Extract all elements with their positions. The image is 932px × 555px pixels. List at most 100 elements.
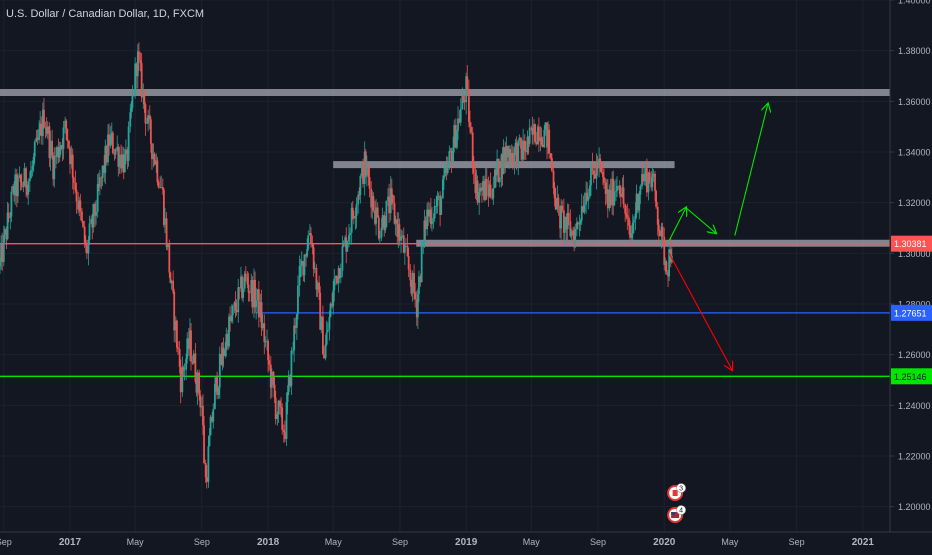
price-axis[interactable]: 1.40000 1.38000 1.36000 1.34000 1.32000 1.300…: [890, 0, 931, 512]
candle-body: [573, 235, 576, 248]
time-axis[interactable]: Sep 2017 May Sep 2018 May Sep 2019 May Sep 2020 May…: [0, 537, 874, 548]
candle-body: [303, 254, 306, 276]
candle-body: [172, 280, 175, 292]
candle-body: [389, 188, 392, 214]
candle-body: [657, 224, 660, 232]
candle-body: [97, 184, 100, 188]
candle-body: [494, 169, 496, 188]
us-flag-icon[interactable]: 4: [667, 505, 686, 523]
candle-body: [618, 185, 621, 195]
candle-body: [69, 147, 71, 165]
candle-body: [18, 175, 21, 178]
candle-body: [635, 193, 638, 214]
candle-body: [443, 175, 445, 180]
candle-body: [556, 197, 559, 210]
candle-body: [448, 151, 451, 162]
candle-body: [332, 290, 335, 307]
candle-body: [290, 350, 293, 386]
candle-body: [45, 128, 48, 134]
candle-body: [611, 178, 614, 206]
candle-body: [285, 402, 288, 439]
candle-body: [567, 212, 570, 222]
candle-body: [483, 181, 485, 200]
badge-count-bg: [676, 505, 686, 515]
candle-body: [170, 280, 173, 283]
candle-body: [248, 292, 251, 294]
candle-body: [15, 174, 18, 197]
candle-body: [368, 177, 371, 189]
candle-body: [212, 409, 215, 422]
candle-body: [218, 353, 221, 388]
candle-body: [338, 268, 341, 278]
candle-body: [325, 332, 328, 345]
candle-body: [25, 168, 27, 189]
candle-body: [668, 249, 671, 277]
candle-body: [87, 239, 90, 254]
candle-body: [400, 236, 402, 241]
time-tick-label: May: [721, 537, 739, 547]
time-tick-label: Sep: [392, 537, 408, 547]
candle-body: [108, 134, 110, 146]
candle-body: [593, 173, 596, 179]
candle-body: [484, 178, 487, 200]
candle-body: [590, 163, 592, 186]
candle-body: [308, 233, 311, 236]
candle-body: [530, 127, 533, 129]
candle-body: [376, 207, 379, 218]
candle-body: [152, 154, 155, 160]
candle-body: [246, 276, 249, 285]
candle-body: [136, 51, 139, 77]
candle-body: [109, 134, 112, 146]
candle-body: [631, 222, 634, 234]
candle-body: [237, 287, 240, 313]
candle-body: [199, 395, 202, 408]
candle-body: [110, 132, 113, 135]
candle-body: [266, 341, 268, 342]
candle-body: [467, 89, 470, 122]
candle-body: [200, 406, 203, 408]
candle-body: [509, 148, 512, 162]
candle-body: [479, 187, 482, 192]
candle-body: [281, 407, 284, 430]
candle-body: [130, 107, 133, 113]
candle-body: [174, 320, 177, 331]
candle-body: [667, 271, 669, 277]
badge-count: 3: [679, 486, 683, 493]
candle-body: [411, 273, 414, 294]
candle-body: [397, 224, 400, 237]
candle-body: [355, 204, 358, 217]
candle-body: [7, 212, 10, 218]
candle-body: [111, 132, 114, 154]
candle-body: [121, 154, 124, 169]
candle-body: [634, 213, 637, 221]
candle-body: [282, 429, 285, 433]
candle-body: [70, 154, 73, 165]
candle-body: [476, 180, 479, 203]
candle-body: [612, 178, 615, 206]
candle-body: [256, 289, 259, 301]
candle-body: [577, 222, 579, 225]
candle-body: [100, 177, 103, 179]
candle-body: [341, 246, 344, 271]
candle-body: [562, 210, 565, 233]
candle-body: [424, 220, 427, 230]
candle-body: [565, 217, 568, 230]
candle-body: [116, 146, 119, 149]
candle-body: [244, 273, 247, 277]
candle-body: [570, 230, 573, 237]
arrow-red-down: [668, 253, 732, 370]
candle-body: [403, 246, 406, 253]
candle-body: [192, 353, 195, 364]
candle-body: [527, 136, 530, 144]
event-badges[interactable]: 34: [667, 483, 686, 523]
candle-body: [166, 244, 169, 248]
candle-body: [489, 184, 492, 196]
candle-body: [202, 406, 204, 426]
candle-body: [123, 154, 126, 173]
candle-body: [20, 182, 23, 187]
candle-body: [471, 132, 474, 166]
earnings-icon[interactable]: 3: [667, 483, 686, 501]
candle-body: [176, 320, 178, 348]
